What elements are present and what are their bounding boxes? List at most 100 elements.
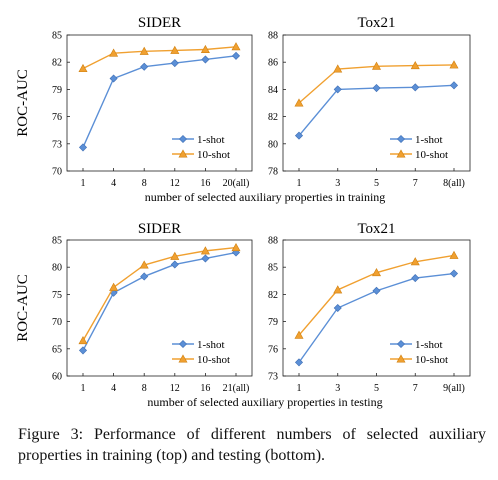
data-point bbox=[410, 60, 420, 70]
data-point bbox=[231, 51, 241, 60]
data-point bbox=[109, 48, 119, 57]
data-point bbox=[333, 303, 342, 313]
legend-marker bbox=[396, 354, 406, 363]
chart-panel-2: Tox21 78 80 82 84 86 88 1 3 5 7 8(all) 1-shot 10-shot bbox=[268, 15, 471, 189]
y-tick-label: 86 bbox=[268, 58, 278, 69]
chart-title: SIDER bbox=[138, 221, 181, 237]
chart-panel-3: SIDER 60 65 70 75 80 85 1 4 8 12 16 21(all) ROC-AUC nu… bbox=[15, 221, 383, 409]
series-line-10-shot bbox=[298, 64, 455, 104]
legend-entry: 1-shot bbox=[197, 134, 225, 146]
y-tick-label: 70 bbox=[52, 317, 62, 328]
y-tick-label: 88 bbox=[268, 31, 278, 42]
y-tick-label: 85 bbox=[52, 31, 62, 42]
data-point bbox=[231, 242, 241, 252]
data-point bbox=[449, 269, 459, 278]
y-tick-label: 78 bbox=[268, 167, 278, 178]
y-tick-label: 85 bbox=[268, 263, 278, 274]
x-tick-label: 20(all) bbox=[223, 178, 250, 189]
legend-entry: 1-shot bbox=[415, 339, 443, 351]
plot-frame bbox=[66, 34, 253, 172]
chart-title: Tox21 bbox=[357, 221, 395, 237]
legend-marker bbox=[396, 149, 406, 158]
x-tick-label: 5 bbox=[374, 383, 379, 394]
x-axis-label: number of selected auxiliary properties … bbox=[145, 190, 386, 204]
x-tick-label: 16 bbox=[200, 383, 210, 394]
x-tick-label: 5 bbox=[374, 178, 379, 189]
y-tick-label: 73 bbox=[52, 139, 62, 150]
legend-entry: 10-shot bbox=[415, 149, 448, 161]
x-tick-label: 9(all) bbox=[443, 383, 465, 394]
figure-caption: Figure 3: Performance of different numbe… bbox=[18, 426, 486, 464]
y-tick-label: 79 bbox=[268, 317, 278, 328]
data-point bbox=[410, 257, 420, 266]
series-line-1-shot bbox=[82, 55, 237, 148]
data-point bbox=[170, 251, 180, 260]
legend-marker bbox=[178, 354, 188, 363]
x-tick-label: 8 bbox=[142, 178, 147, 189]
y-tick-label: 73 bbox=[268, 372, 278, 383]
plot-frame bbox=[66, 239, 253, 377]
data-point bbox=[294, 330, 304, 339]
legend-marker bbox=[396, 134, 406, 144]
data-point bbox=[200, 44, 210, 54]
data-point bbox=[78, 336, 88, 345]
legend-entry: 10-shot bbox=[197, 354, 230, 366]
legend-entry: 10-shot bbox=[415, 354, 448, 366]
data-point bbox=[294, 98, 304, 107]
legend-entry: 10-shot bbox=[197, 149, 230, 161]
chart-title: Tox21 bbox=[357, 15, 395, 31]
y-tick-label: 82 bbox=[52, 58, 62, 69]
legend-marker bbox=[178, 149, 188, 158]
data-point bbox=[200, 246, 210, 255]
chart-panel-1: SIDER 70 73 76 79 82 85 1 4 8 12 16 20(all) ROC-AUC nu… bbox=[15, 15, 385, 204]
y-tick-label: 82 bbox=[268, 290, 278, 301]
x-tick-label: 1 bbox=[297, 178, 302, 189]
x-tick-label: 8 bbox=[142, 383, 147, 394]
x-tick-label: 21(all) bbox=[223, 383, 250, 394]
x-tick-label: 4 bbox=[111, 383, 116, 394]
data-point bbox=[449, 81, 459, 90]
y-tick-label: 80 bbox=[52, 263, 62, 274]
legend-entry: 1-shot bbox=[415, 134, 443, 146]
y-tick-label: 76 bbox=[268, 344, 278, 355]
legend-marker bbox=[396, 339, 406, 349]
data-point bbox=[294, 131, 304, 140]
x-tick-label: 4 bbox=[111, 178, 116, 189]
x-axis-label: number of selected auxiliary properties … bbox=[147, 395, 382, 409]
y-tick-label: 82 bbox=[268, 112, 278, 123]
data-point bbox=[78, 346, 88, 355]
data-point bbox=[140, 272, 149, 281]
x-tick-label: 12 bbox=[170, 178, 180, 189]
data-point bbox=[231, 42, 241, 51]
y-axis-label: ROC-AUC bbox=[15, 274, 31, 342]
data-point bbox=[371, 268, 382, 277]
x-tick-label: 1 bbox=[81, 178, 86, 189]
y-tick-label: 80 bbox=[268, 139, 278, 150]
data-point bbox=[170, 45, 180, 54]
x-tick-label: 7 bbox=[413, 383, 418, 394]
x-tick-label: 1 bbox=[81, 383, 86, 394]
data-point bbox=[372, 84, 381, 93]
y-tick-label: 76 bbox=[52, 112, 62, 123]
data-point bbox=[109, 282, 119, 291]
data-point bbox=[411, 83, 420, 92]
chart-title: SIDER bbox=[138, 15, 181, 31]
x-tick-label: 12 bbox=[170, 383, 180, 394]
data-point bbox=[294, 358, 304, 367]
data-point bbox=[140, 62, 149, 71]
data-point bbox=[333, 64, 343, 73]
data-point bbox=[170, 59, 179, 68]
data-point bbox=[371, 61, 382, 70]
y-tick-label: 65 bbox=[52, 344, 62, 355]
data-point bbox=[78, 143, 88, 152]
data-point bbox=[78, 63, 88, 73]
data-point bbox=[139, 260, 149, 269]
data-point bbox=[449, 250, 459, 259]
y-tick-label: 60 bbox=[52, 372, 62, 383]
chart-panel-4: Tox21 73 76 79 82 85 88 1 3 5 7 9(all) 1-shot 10-shot bbox=[268, 221, 471, 394]
x-tick-label: 3 bbox=[335, 178, 340, 189]
data-point bbox=[109, 74, 118, 83]
series-line-1-shot bbox=[298, 84, 455, 137]
y-tick-label: 75 bbox=[52, 290, 62, 301]
